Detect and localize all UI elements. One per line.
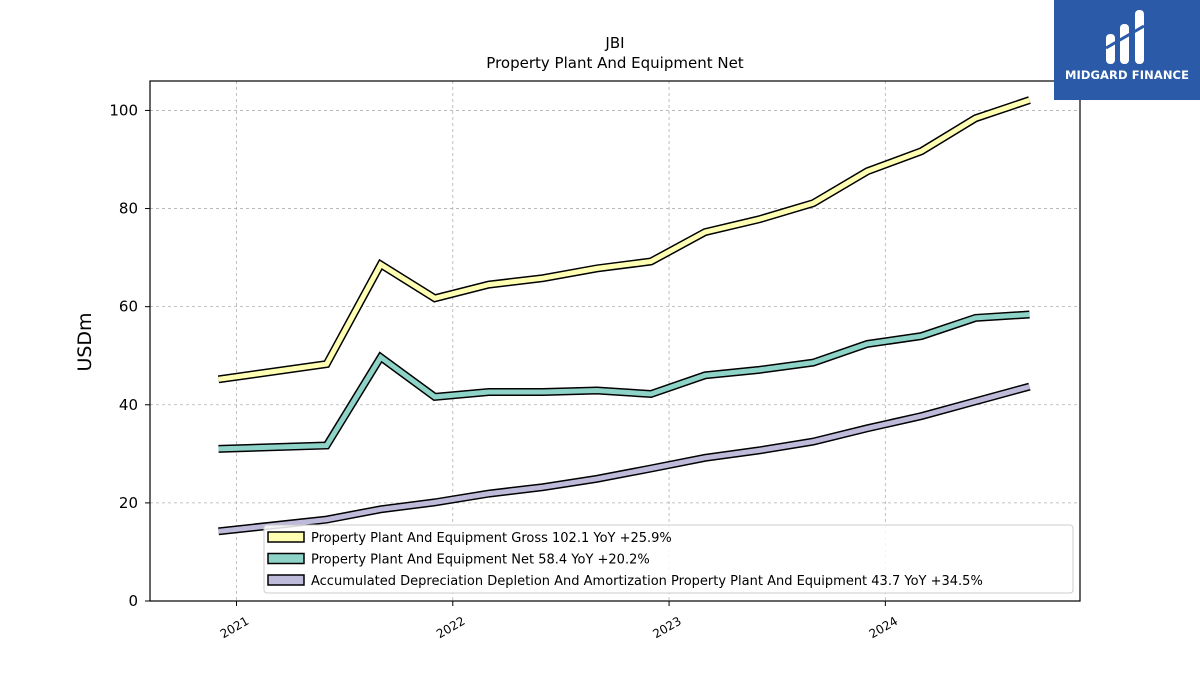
- legend-box: [263, 524, 1074, 594]
- y-tick-label: 20: [119, 494, 138, 512]
- x-tick-label: 2024: [867, 614, 900, 641]
- legend-label: Property Plant And Equipment Gross 102.1…: [311, 531, 672, 546]
- legend-swatch: [267, 531, 305, 543]
- legend: Property Plant And Equipment Gross 102.1…: [263, 524, 1074, 594]
- y-axis-ticks: 0 20 40 60 80 100: [109, 101, 150, 610]
- y-tick-label: 60: [119, 298, 138, 316]
- y-tick-label: 100: [109, 101, 138, 119]
- x-tick-label: 2023: [650, 614, 683, 641]
- brand-name: MIDGARD FINANCE: [1064, 68, 1190, 82]
- y-axis-label: USDm: [74, 312, 96, 371]
- brand-logo: MIDGARD FINANCE: [1054, 0, 1200, 100]
- plot-frame: [149, 80, 1081, 602]
- x-tick-label: 2021: [218, 614, 251, 641]
- chart-title: JBI: [604, 34, 624, 52]
- y-tick-label: 80: [119, 200, 138, 218]
- series-line-3: [218, 384, 1031, 534]
- series-line-1: [218, 97, 1031, 382]
- legend-label: Property Plant And Equipment Net 58.4 Yo…: [311, 553, 650, 568]
- legend-swatch: [267, 552, 305, 565]
- series-line-outline-3: [218, 382, 1031, 536]
- y-tick-label: 40: [119, 396, 138, 414]
- series-lines: [217, 96, 1031, 536]
- y-tick-label: 0: [128, 592, 138, 610]
- legend-swatch: [267, 574, 305, 586]
- x-tick-label: 2022: [434, 614, 467, 641]
- grid: [150, 81, 1080, 602]
- midgard-logo-icon: [1105, 10, 1145, 64]
- series-line-2: [218, 312, 1030, 452]
- chart-subtitle: Property Plant And Equipment Net: [486, 54, 743, 72]
- x-axis-ticks: 2021 2022 2023 2024: [218, 601, 900, 641]
- legend-label: Accumulated Depreciation Depletion And A…: [311, 574, 983, 589]
